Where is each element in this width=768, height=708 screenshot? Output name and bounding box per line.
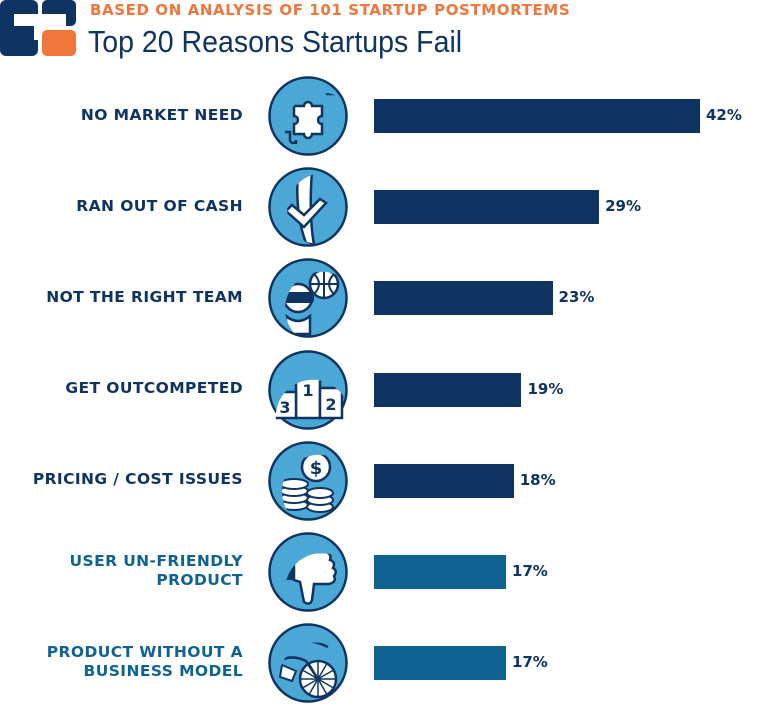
dollar-sign-icon: $ [310, 458, 323, 479]
value-label-get-outcompeted: 19% [527, 379, 564, 398]
bicycle-icon [268, 623, 348, 703]
category-label-ran-out-of-cash: RAN OUT OF CASH [0, 197, 243, 216]
bar-ran-out-of-cash [374, 190, 600, 225]
category-label-no-market-need: NO MARKET NEED [0, 106, 243, 125]
category-label-get-outcompeted: GET OUTCOMPETED [0, 379, 243, 398]
podium-number-2: 2 [325, 395, 336, 414]
podium-number-1: 1 [302, 381, 313, 400]
category-label-pricing-cost-issues: PRICING / COST ISSUES [0, 470, 243, 489]
puzzle-icon [268, 76, 348, 156]
category-label-line: PRODUCT [156, 571, 243, 589]
category-label-line: USER UN-FRIENDLY [69, 552, 243, 570]
podium-icon: 312 [268, 349, 348, 430]
thumbs-down-icon [268, 532, 348, 612]
category-label-user-un-friendly-product: USER UN-FRIENDLY PRODUCT [0, 552, 243, 590]
bar-pricing-cost-issues [374, 463, 514, 498]
category-label-product-without-a-business-model: PRODUCT WITHOUT A BUSINESS MODEL [0, 643, 243, 681]
category-label-line: RAN OUT OF CASH [76, 196, 243, 215]
value-label-user-un-friendly-product: 17% [511, 562, 548, 580]
category-label-line: BUSINESS MODEL [83, 662, 243, 681]
page-title: Top 20 Reasons Startups Fail [88, 24, 463, 59]
value-label-no-market-need: 42% [706, 106, 742, 124]
category-label-line: GET OUTCOMPETED [65, 379, 243, 398]
bar-not-the-right-team [374, 281, 553, 316]
coins-icon: $ [268, 441, 348, 521]
podium-number-3: 3 [279, 398, 290, 417]
value-label-pricing-cost-issues: 18% [519, 470, 556, 489]
bar-no-market-need [374, 99, 700, 133]
subtitle: BASED ON ANALYSIS OF 101 STARTUP POSTMOR… [90, 1, 571, 19]
category-label-line: NO MARKET NEED [80, 105, 243, 124]
category-label-not-the-right-team: NOT THE RIGHT TEAM [0, 288, 243, 307]
bar-user-un-friendly-product [374, 555, 506, 589]
empty-pocket-icon [268, 167, 348, 247]
value-label-product-without-a-business-model: 17% [511, 653, 548, 672]
value-label-ran-out-of-cash: 29% [605, 197, 641, 216]
value-label-not-the-right-team: 23% [558, 288, 595, 307]
category-label-line: PRICING / COST ISSUES [32, 470, 243, 489]
bar-get-outcompeted [374, 372, 522, 407]
category-label-line: NOT THE RIGHT TEAM [46, 287, 243, 306]
team-with-vr-headset-icon [268, 258, 348, 339]
logo [0, 0, 76, 56]
category-label-line: PRODUCT WITHOUT A [46, 643, 243, 662]
bar-product-without-a-business-model [374, 646, 506, 681]
